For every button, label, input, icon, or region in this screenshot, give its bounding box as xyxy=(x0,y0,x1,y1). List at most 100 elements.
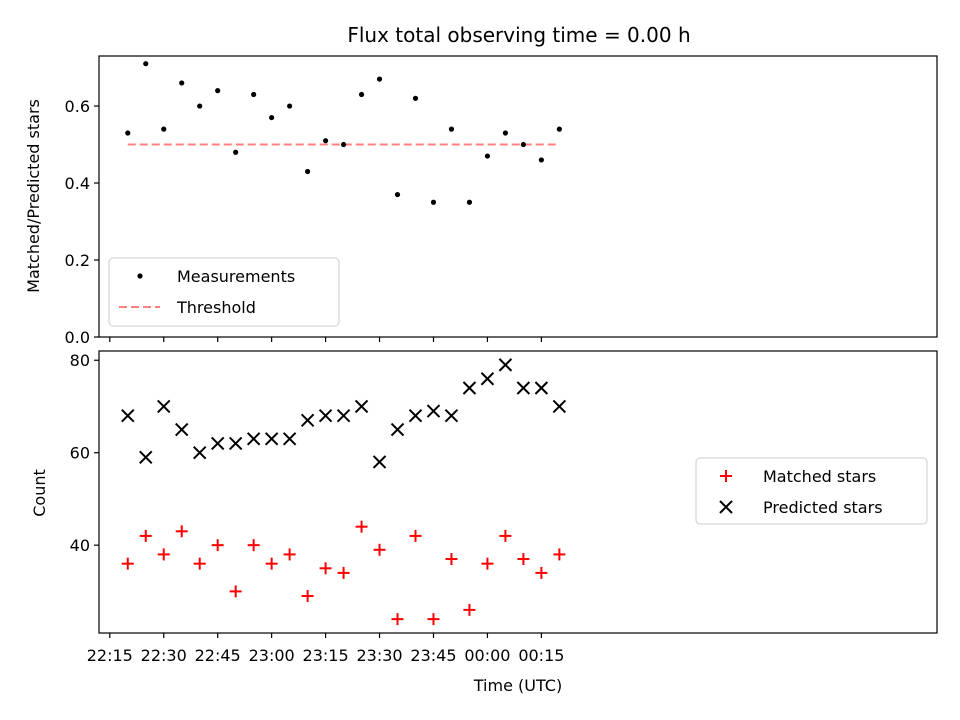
predicted-star-point xyxy=(354,399,369,414)
predicted-star-point xyxy=(534,381,549,395)
measurement-point xyxy=(376,76,383,82)
bottom-legend: Matched stars Predicted stars xyxy=(695,457,928,525)
top-y-tick-label: 0.2 xyxy=(65,251,90,270)
matched-star-point xyxy=(463,603,476,616)
matched-star-point xyxy=(121,557,134,570)
predicted-star-point xyxy=(498,358,513,372)
top-y-ticks: 0.0 0.2 0.4 0.6 xyxy=(65,97,99,347)
measurement-point xyxy=(322,138,329,144)
bottom-y-tick-label: 40 xyxy=(70,536,90,555)
predicted-star-point xyxy=(246,432,261,446)
matched-star-point xyxy=(427,613,440,626)
top-panel: Flux total observing time = 0.00 h Match… xyxy=(24,23,938,347)
predicted-star-point xyxy=(516,381,531,395)
bottom-plot-frame xyxy=(98,350,938,634)
matched-star-point xyxy=(553,548,566,561)
predicted-star-point xyxy=(300,413,315,428)
measurement-point xyxy=(125,130,131,136)
x-tick-label: 00:00 xyxy=(464,646,510,665)
predicted-star-point xyxy=(157,399,171,414)
measurement-point xyxy=(287,103,293,109)
predicted-star-point xyxy=(318,409,333,423)
legend-matched-label: Matched stars xyxy=(763,467,876,486)
matched-star-point xyxy=(283,548,296,561)
matched-star-point xyxy=(193,557,206,570)
measurement-point xyxy=(233,149,239,155)
matched-star-point xyxy=(391,613,404,626)
bottom-x-ticks: 22:15 22:30 22:45 23:00 23:15 23:30 23:45 00:00… xyxy=(87,633,564,665)
measurement-point xyxy=(520,141,526,148)
x-tick-label: 23:15 xyxy=(303,646,349,665)
predicted-star-point xyxy=(480,372,495,386)
measurement-point xyxy=(394,191,401,198)
predicted-star-point xyxy=(228,436,243,451)
measurement-point xyxy=(484,153,491,159)
x-tick-label: 22:15 xyxy=(87,646,133,665)
top-x-ticks xyxy=(109,337,542,342)
measurement-point xyxy=(340,141,347,148)
predicted-star-point xyxy=(444,409,459,423)
x-tick-label: 23:45 xyxy=(410,646,456,665)
matched-star-point xyxy=(373,543,386,556)
predicted-star-point xyxy=(192,445,207,460)
top-plot-frame xyxy=(98,55,938,338)
matched-star-point xyxy=(445,553,458,566)
measurement-point xyxy=(430,199,437,205)
measurement-point xyxy=(538,157,544,163)
measurement-point xyxy=(448,126,455,132)
x-tick-label: 00:15 xyxy=(518,646,564,665)
top-y-tick-label: 0.6 xyxy=(65,97,90,116)
matched-star-point xyxy=(535,566,548,579)
measurement-point xyxy=(161,126,167,132)
legend-threshold-label: Threshold xyxy=(176,298,256,317)
bottom-y-ticks: 40 60 80 xyxy=(70,351,99,555)
x-axis-label: Time (UTC) xyxy=(473,676,562,695)
predicted-star-point xyxy=(552,399,567,414)
bottom-y-tick-label: 60 xyxy=(70,444,90,463)
measurement-point xyxy=(179,80,185,86)
legend-measurements-label: Measurements xyxy=(177,267,295,286)
predicted-star-point xyxy=(264,432,279,446)
x-tick-label: 23:00 xyxy=(249,646,295,665)
measurement-point xyxy=(556,126,562,132)
predicted-star-point xyxy=(462,381,477,395)
matched-star-point xyxy=(211,539,224,552)
bottom-series xyxy=(121,358,567,626)
matched-star-point xyxy=(157,548,170,561)
matched-star-point xyxy=(229,585,242,598)
measurement-point xyxy=(502,130,509,136)
measurement-point xyxy=(269,114,275,121)
predicted-star-point xyxy=(121,409,135,423)
legend-predicted-marker xyxy=(719,500,733,514)
top-legend-box xyxy=(108,257,340,327)
legend-measurements-marker xyxy=(137,273,143,279)
top-series xyxy=(125,61,562,205)
matched-star-point xyxy=(499,529,512,542)
matched-star-point xyxy=(139,529,152,542)
legend-matched-marker xyxy=(720,470,732,482)
matched-star-point xyxy=(409,529,422,542)
measurement-point xyxy=(358,91,365,98)
matched-star-point xyxy=(319,562,332,575)
measurement-point xyxy=(143,61,149,67)
bottom-legend-box xyxy=(695,457,928,525)
measurement-point xyxy=(215,88,221,94)
matched-star-point xyxy=(247,539,260,552)
matched-star-point xyxy=(517,553,530,566)
matched-star-point xyxy=(481,557,494,570)
bottom-y-tick-label: 80 xyxy=(70,351,90,370)
measurement-point xyxy=(251,91,257,98)
predicted-star-point xyxy=(210,436,225,451)
matched-star-point xyxy=(265,557,278,570)
matched-star-point xyxy=(175,525,188,538)
predicted-star-point xyxy=(175,422,189,437)
x-tick-label: 22:45 xyxy=(195,646,241,665)
matched-star-point xyxy=(337,566,350,579)
top-y-tick-label: 0.0 xyxy=(65,328,90,347)
measurement-point xyxy=(305,168,311,175)
predicted-star-point xyxy=(426,404,441,418)
matched-star-point xyxy=(355,520,368,533)
top-y-axis-label: Matched/Predicted stars xyxy=(24,99,43,293)
legend-predicted-label: Predicted stars xyxy=(763,498,883,517)
